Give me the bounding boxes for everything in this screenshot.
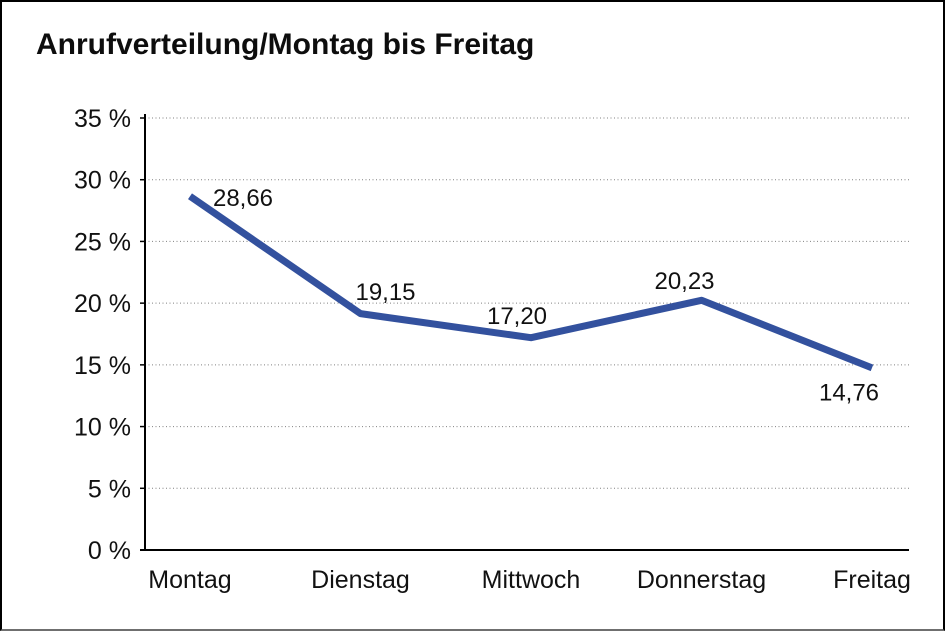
x-category-label: Freitag bbox=[833, 566, 911, 594]
data-point-label: 19,15 bbox=[355, 279, 415, 306]
y-tick-label: 10 % bbox=[74, 414, 131, 442]
data-series-line bbox=[188, 193, 874, 372]
y-tick-label: 0 % bbox=[88, 537, 131, 565]
x-category-label: Mittwoch bbox=[482, 566, 581, 594]
x-axis-category-labels: Montag Dienstag Mittwoch Donnerstag Freitag bbox=[148, 566, 911, 594]
y-tick-label: 30 % bbox=[74, 167, 131, 195]
y-tick-label: 35 % bbox=[74, 105, 131, 133]
data-point-label: 17,20 bbox=[487, 303, 547, 330]
axes bbox=[140, 114, 909, 551]
data-point-label: 14,76 bbox=[819, 379, 879, 406]
x-category-label: Montag bbox=[148, 566, 231, 594]
chart-title: Anrufverteilung/Montag bis Freitag bbox=[36, 28, 535, 61]
gridlines bbox=[145, 117, 909, 489]
x-category-label: Donnerstag bbox=[637, 566, 766, 594]
y-tick-label: 15 % bbox=[74, 352, 131, 380]
x-category-label: Dienstag bbox=[311, 566, 410, 594]
y-tick-label: 5 % bbox=[88, 475, 131, 503]
y-tick-label: 20 % bbox=[74, 290, 131, 318]
series-polyline bbox=[188, 193, 874, 372]
data-point-labels: 28,66 19,15 17,20 20,23 14,76 bbox=[213, 185, 879, 407]
y-tick-label: 25 % bbox=[74, 228, 131, 256]
y-axis-tick-labels: 35 % 30 % 25 % 20 % 15 % 10 % 5 % 0 % bbox=[74, 105, 131, 565]
data-point-label: 28,66 bbox=[213, 185, 273, 212]
data-point-label: 20,23 bbox=[654, 268, 714, 295]
